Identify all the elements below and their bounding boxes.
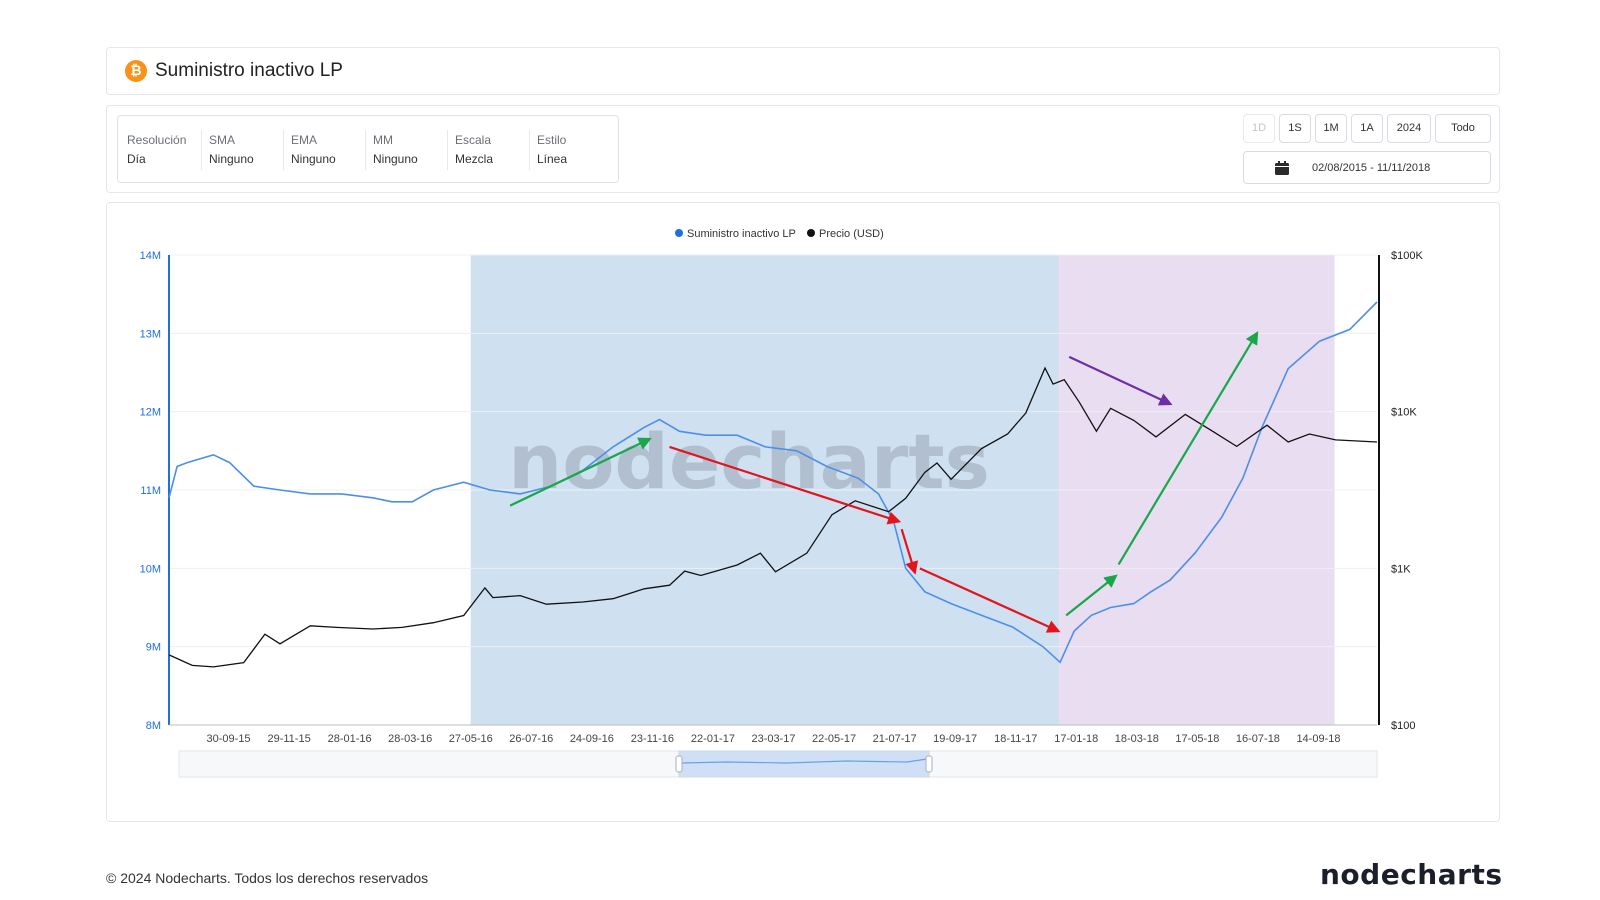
chart-card: 8M 9M 10M 11M 12M 13M 14M $100 $1K $10K $100K 30-09… xyxy=(106,202,1500,822)
arrow-green xyxy=(1065,574,1118,617)
x-tick-label: 17-05-18 xyxy=(1175,733,1219,745)
x-tick-label: 17-01-18 xyxy=(1054,733,1098,745)
setting-ema[interactable]: EMA Ninguno xyxy=(282,116,366,182)
legend: Suministro inactivo LP Precio (USD) xyxy=(675,228,884,240)
setting-value: Mezcla xyxy=(455,152,494,166)
bitcoin-icon: ₿ xyxy=(125,60,147,82)
setting-style[interactable]: Estilo Línea xyxy=(528,116,612,182)
page-title: Suministro inactivo LP xyxy=(155,60,343,81)
y-right-tick-label: $100K xyxy=(1391,250,1423,262)
y-left-tick-label: 8M xyxy=(146,720,161,732)
x-tick-label: 18-11-17 xyxy=(994,733,1037,745)
setting-label: Estilo xyxy=(537,133,567,147)
y-left-tick-label: 9M xyxy=(146,642,161,654)
setting-label: SMA xyxy=(209,133,236,147)
setting-value: Ninguno xyxy=(209,152,254,166)
setting-value: Ninguno xyxy=(291,152,336,166)
setting-resolution[interactable]: Resolución Día xyxy=(118,116,202,182)
y-left-tick-label: 12M xyxy=(140,407,161,419)
legend-label-price: Precio (USD) xyxy=(819,228,884,240)
calendar-icon xyxy=(1275,161,1289,175)
setting-label: Resolución xyxy=(127,133,187,147)
range-navigator xyxy=(178,750,1378,778)
y-right-tick-label: $1K xyxy=(1391,563,1411,575)
series-line-supply xyxy=(168,301,1378,664)
controls-card: Resolución Día SMA Ninguno EMA Ninguno M… xyxy=(106,105,1500,193)
arrow-green xyxy=(509,437,652,507)
x-tick-label: 24-09-16 xyxy=(570,733,614,745)
legend-label-supply: Suministro inactivo LP xyxy=(687,228,796,240)
x-tick-label: 21-07-17 xyxy=(873,733,917,745)
series-line-price xyxy=(168,366,1378,668)
x-tick-label: 30-09-15 xyxy=(207,733,251,745)
setting-scale[interactable]: Escala Mezcla xyxy=(446,116,530,182)
arrow-purple xyxy=(1068,355,1173,406)
navigator-handle-left[interactable] xyxy=(675,755,683,773)
x-tick-label: 27-05-16 xyxy=(449,733,493,745)
x-tick-label: 22-01-17 xyxy=(691,733,735,745)
settings-panel: Resolución Día SMA Ninguno EMA Ninguno M… xyxy=(117,115,619,183)
navigator-handle-right[interactable] xyxy=(925,755,933,773)
y-left-tick-label: 13M xyxy=(140,328,161,340)
legend-marker-price xyxy=(807,229,815,237)
range-1a-button[interactable]: 1A xyxy=(1351,114,1383,143)
date-range-text: 02/08/2015 - 11/11/2018 xyxy=(1312,162,1431,174)
arrow-red xyxy=(919,567,1061,633)
x-tick-label: 26-07-16 xyxy=(509,733,553,745)
setting-sma[interactable]: SMA Ninguno xyxy=(200,116,284,182)
arrow-red xyxy=(900,528,919,575)
navigator-window xyxy=(678,750,930,778)
legend-marker-supply xyxy=(675,229,683,237)
x-tick-label: 16-07-18 xyxy=(1236,733,1280,745)
chart: 8M 9M 10M 11M 12M 13M 14M $100 $1K $10K $100K 30-09… xyxy=(140,228,1423,778)
range-all-button[interactable]: Todo xyxy=(1435,114,1491,143)
y-left-tick-label: 11M xyxy=(140,485,161,497)
footer-copyright: © 2024 Nodecharts. Todos los derechos re… xyxy=(106,870,429,886)
y-left-tick-label: 14M xyxy=(140,250,161,262)
y-right-tick-label: $10K xyxy=(1391,407,1417,419)
setting-value: Línea xyxy=(537,152,568,166)
setting-label: Escala xyxy=(455,133,492,147)
watermark: nodecharts xyxy=(508,417,990,506)
range-1m-button[interactable]: 1M xyxy=(1315,114,1347,143)
range-2024-button[interactable]: 2024 xyxy=(1387,114,1431,143)
x-tick-label: 22-05-17 xyxy=(812,733,856,745)
arrow-red xyxy=(669,445,902,525)
title-card: ₿ Suministro inactivo LP xyxy=(106,47,1500,95)
x-tick-label: 23-03-17 xyxy=(751,733,795,745)
x-tick-label: 28-01-16 xyxy=(328,733,372,745)
arrow-green xyxy=(1117,331,1259,565)
x-tick-label: 28-03-16 xyxy=(388,733,432,745)
setting-value: Ninguno xyxy=(373,152,418,166)
y-right-tick-label: $100 xyxy=(1391,720,1415,732)
range-1s-button[interactable]: 1S xyxy=(1279,114,1311,143)
x-tick-label: 23-11-16 xyxy=(631,733,674,745)
nodecharts-logo: nodecharts xyxy=(1320,858,1503,891)
x-tick-label: 29-11-15 xyxy=(267,733,310,745)
x-tick-label: 14-09-18 xyxy=(1296,733,1340,745)
y-left-tick-label: 10M xyxy=(140,563,161,575)
setting-value: Día xyxy=(127,152,146,166)
x-tick-label: 18-03-18 xyxy=(1115,733,1159,745)
setting-mm[interactable]: MM Ninguno xyxy=(364,116,448,182)
setting-label: MM xyxy=(373,133,393,147)
setting-label: EMA xyxy=(291,133,318,147)
x-tick-label: 19-09-17 xyxy=(933,733,977,745)
range-1d-button[interactable]: 1D xyxy=(1243,114,1275,143)
navigator-series xyxy=(680,758,928,764)
date-range-picker[interactable]: 02/08/2015 - 11/11/2018 xyxy=(1243,151,1491,184)
